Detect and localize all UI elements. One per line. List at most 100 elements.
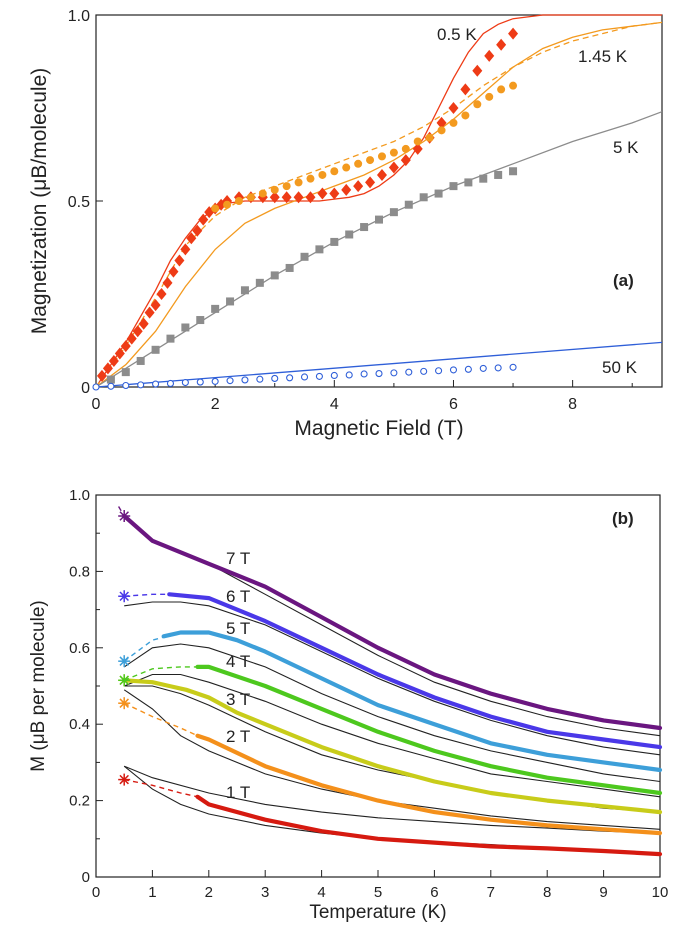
data-point-circle: [461, 111, 470, 120]
data-point-circle: [282, 182, 291, 191]
data-curve-b: [195, 794, 663, 857]
data-point-diamond: [448, 102, 459, 114]
plot-frame-a: [95, 14, 663, 388]
data-point-diamond: [472, 64, 483, 77]
data-point-square: [300, 252, 309, 261]
data-point-open-circle: [435, 367, 443, 375]
y-tick-label-b: 0: [82, 869, 90, 886]
data-point-open-circle: [122, 381, 130, 390]
series-label-1T: 1 T: [226, 783, 250, 802]
data-point-square: [330, 237, 339, 246]
x-tick-label-b: 0: [92, 884, 100, 901]
star-marker-b: [118, 674, 131, 687]
y-tick-label-b: 0.6: [69, 640, 90, 657]
data-point-open-circle: [256, 375, 264, 383]
data-point-open-circle: [92, 383, 100, 391]
x-tick-label-a: 8: [568, 396, 577, 413]
data-point-circle: [473, 100, 482, 109]
x-tick-label-b: 6: [430, 884, 438, 901]
series-label-6T: 6 T: [226, 587, 250, 606]
theory-curve-b: [123, 765, 661, 834]
y-tick-label-b: 1.0: [69, 487, 90, 504]
data-point-square: [211, 304, 220, 313]
data-point-diamond: [508, 27, 519, 40]
data-point-open-circle: [271, 374, 279, 382]
data-point-open-circle: [107, 382, 115, 390]
data-point-circle: [425, 133, 434, 142]
star-stroke: [119, 591, 129, 602]
series-label-3T: 3 T: [226, 690, 250, 709]
data-point-open-circle: [330, 371, 338, 380]
data-point-open-circle: [211, 377, 219, 385]
x-axis-title-b: Temperature (K): [309, 902, 446, 923]
data-point-square: [226, 297, 235, 306]
data-point-diamond: [150, 299, 161, 312]
star-stroke: [119, 656, 129, 666]
x-tick-label-a: 6: [449, 396, 458, 413]
data-point-open-circle: [315, 372, 323, 380]
x-tick-label-b: 5: [374, 884, 382, 901]
data-curve-b: [167, 592, 663, 750]
data-point-circle: [246, 193, 255, 202]
data-point-diamond: [496, 38, 507, 51]
data-point-circle: [318, 170, 327, 179]
data-point-circle: [497, 85, 506, 94]
data-point-diamond: [376, 168, 387, 181]
data-point-circle: [223, 200, 232, 209]
x-axis-title-a: Magnetic Field (T): [294, 417, 463, 440]
theory-curve-b: [123, 673, 661, 798]
data-point-circle: [211, 204, 220, 213]
data-point-square: [509, 167, 518, 176]
data-point-open-circle: [226, 377, 234, 385]
data-point-diamond: [180, 243, 191, 256]
data-point-diamond: [132, 325, 143, 338]
data-point-circle: [354, 159, 363, 168]
data-point-diamond: [156, 288, 167, 300]
extrapolation-curve-b: [124, 778, 198, 798]
star-stroke: [119, 511, 129, 521]
star-stroke: [119, 675, 129, 686]
data-point-square: [494, 170, 503, 179]
data-point-diamond: [168, 265, 179, 278]
star-marker-b: [118, 510, 131, 523]
data-point-diamond: [400, 154, 411, 167]
data-point-diamond: [144, 306, 155, 319]
data-point-square: [434, 189, 443, 198]
data-point-open-circle: [181, 378, 189, 387]
data-point-square: [136, 356, 145, 365]
data-point-diamond: [329, 187, 340, 200]
data-point-open-circle: [286, 374, 294, 382]
series-label-5K: 5 K: [613, 138, 639, 157]
data-point-open-circle: [405, 368, 413, 376]
data-point-square: [419, 193, 428, 202]
data-point-open-circle: [509, 363, 517, 371]
data-point-diamond: [388, 161, 399, 174]
series-label-2T: 2 T: [226, 727, 250, 746]
data-point-diamond: [293, 191, 304, 204]
data-curve-b: [195, 664, 663, 796]
data-point-open-circle: [420, 367, 428, 375]
y-tick-label-b: 0.8: [69, 563, 90, 580]
data-point-open-circle: [152, 380, 160, 388]
data-point-open-circle: [360, 370, 368, 378]
x-tick-label-b: 10: [652, 884, 669, 901]
series-label-0-5K: 0.5 K: [437, 25, 477, 44]
data-point-diamond: [138, 317, 149, 330]
data-point-square: [166, 334, 175, 343]
data-point-diamond: [162, 276, 173, 289]
star-marker-b: [118, 655, 131, 668]
x-tick-label-b: 7: [487, 884, 495, 901]
data-point-diamond: [102, 362, 113, 375]
x-tick-label-b: 8: [543, 884, 551, 901]
data-point-open-circle: [479, 364, 487, 372]
data-point-diamond: [126, 332, 137, 345]
data-point-open-circle: [137, 381, 145, 389]
data-point-square: [449, 182, 458, 191]
data-point-diamond: [186, 232, 197, 245]
fit-curves-a: [95, 14, 663, 388]
data-point-diamond: [174, 254, 185, 267]
data-point-diamond: [120, 340, 131, 353]
x-tick-label-b: 2: [205, 884, 213, 901]
data-curves-b: [117, 506, 663, 857]
